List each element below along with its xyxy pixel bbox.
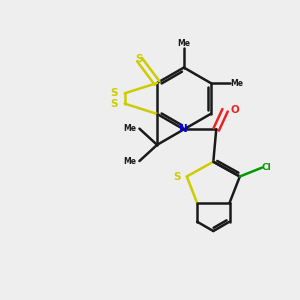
- Text: Me: Me: [230, 79, 243, 88]
- Text: S: S: [111, 88, 118, 98]
- Text: S: S: [111, 99, 118, 109]
- Text: Me: Me: [123, 157, 136, 166]
- Text: Me: Me: [123, 124, 136, 133]
- Text: S: S: [136, 55, 143, 64]
- Text: Cl: Cl: [262, 163, 272, 172]
- Text: N: N: [179, 124, 188, 134]
- Text: O: O: [230, 105, 239, 115]
- Text: S: S: [173, 172, 181, 182]
- Text: Me: Me: [177, 39, 190, 48]
